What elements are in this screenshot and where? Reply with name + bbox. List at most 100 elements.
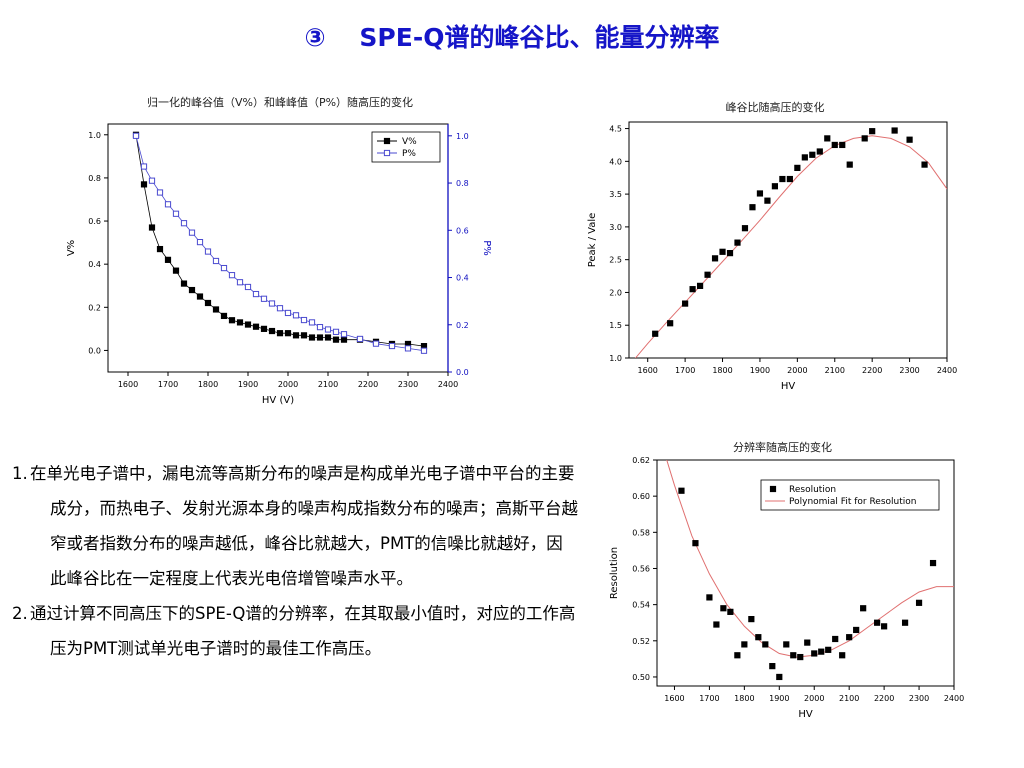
data-point bbox=[734, 652, 741, 659]
data-point bbox=[861, 135, 868, 142]
y-tick-label: 0.56 bbox=[632, 564, 650, 573]
y2-tick-label: 0.2 bbox=[456, 321, 469, 330]
data-point bbox=[748, 616, 755, 623]
data-point-v bbox=[164, 256, 172, 263]
data-point-v bbox=[308, 334, 316, 341]
data-point bbox=[692, 540, 699, 547]
legend-label-v: V% bbox=[402, 137, 417, 147]
y-tick-label: 0.2 bbox=[88, 303, 101, 312]
data-point bbox=[786, 175, 793, 183]
data-point bbox=[652, 330, 659, 337]
x-tick-label: 2400 bbox=[937, 366, 957, 375]
data-point bbox=[667, 320, 674, 327]
x-tick-label: 2400 bbox=[438, 380, 458, 389]
legend-marker-resolution bbox=[769, 485, 777, 493]
x-tick-label: 2100 bbox=[318, 380, 338, 389]
x-tick-label: 2200 bbox=[874, 694, 894, 703]
data-point bbox=[713, 621, 720, 628]
data-point bbox=[704, 271, 711, 278]
data-point bbox=[860, 605, 867, 612]
data-point bbox=[783, 641, 790, 648]
data-point-p bbox=[220, 264, 228, 272]
y-tick-label: 1.0 bbox=[88, 131, 101, 140]
legend-box bbox=[760, 479, 940, 511]
data-point-v bbox=[180, 280, 188, 287]
x-tick-label: 1600 bbox=[664, 694, 684, 703]
data-point-p bbox=[372, 340, 380, 347]
fit-curve bbox=[634, 135, 947, 358]
x-tick-label: 2200 bbox=[358, 380, 378, 389]
data-point-v bbox=[276, 330, 284, 337]
data-point-p bbox=[420, 347, 428, 354]
data-point-p bbox=[204, 248, 212, 255]
data-point bbox=[825, 646, 832, 653]
data-point-p bbox=[252, 290, 260, 298]
data-point-v bbox=[324, 334, 332, 341]
data-point bbox=[726, 250, 734, 257]
data-point bbox=[809, 151, 816, 158]
data-point bbox=[678, 487, 685, 494]
x-tick-label: 1700 bbox=[675, 366, 695, 375]
data-point bbox=[790, 652, 797, 659]
data-point bbox=[741, 641, 748, 648]
data-point-p bbox=[164, 201, 172, 208]
data-point bbox=[706, 594, 713, 601]
data-point bbox=[755, 634, 762, 641]
x-axis-label: HV bbox=[798, 709, 813, 720]
data-point bbox=[891, 127, 898, 134]
data-point-p bbox=[228, 272, 236, 279]
data-point-v bbox=[284, 330, 292, 337]
note-item: 2. 通过计算不同高压下的SPE-Q谱的分辨率，在其取最小值时，对应的工作高压为P… bbox=[12, 596, 578, 666]
y2-tick-label: 1.0 bbox=[456, 132, 469, 141]
data-point-v bbox=[204, 299, 212, 307]
data-point bbox=[816, 148, 823, 155]
y-tick-label: 0.60 bbox=[632, 492, 650, 501]
note-number: 1. bbox=[12, 464, 28, 483]
y2-tick-label: 0.4 bbox=[456, 274, 469, 283]
data-point bbox=[764, 197, 771, 204]
y2-tick-label: 0.8 bbox=[456, 179, 469, 188]
data-point bbox=[811, 650, 818, 657]
y-tick-label: 1.5 bbox=[609, 321, 622, 330]
resolution-plot: 1600 1700 1800 1900 2000 2100 2200 2300 2400 0.50… bbox=[609, 456, 964, 720]
data-point-p bbox=[292, 312, 300, 319]
data-point bbox=[915, 599, 923, 606]
y-tick-label: 0.58 bbox=[632, 528, 650, 537]
data-point bbox=[874, 619, 881, 626]
data-point bbox=[794, 164, 801, 171]
data-point-p bbox=[300, 316, 308, 324]
y-axis-label: V% bbox=[66, 240, 77, 256]
data-point-v bbox=[148, 224, 156, 231]
data-point-p bbox=[244, 283, 252, 291]
data-point-p bbox=[404, 345, 412, 352]
data-point-v bbox=[268, 327, 276, 335]
data-point-v bbox=[260, 325, 268, 332]
y2-axis-label: P% bbox=[481, 240, 492, 256]
data-point bbox=[801, 154, 808, 161]
x-tick-label: 1800 bbox=[712, 366, 732, 375]
y-tick-label: 0.50 bbox=[632, 673, 650, 682]
data-point bbox=[696, 282, 704, 289]
note-text: 通过计算不同高压下的SPE-Q谱的分辨率，在其取最小值时，对应的工作高压为PMT… bbox=[30, 604, 576, 658]
x-tick-label: 1800 bbox=[734, 694, 754, 703]
data-point-p bbox=[260, 295, 268, 302]
y-tick-label: 0.52 bbox=[632, 637, 650, 646]
data-point bbox=[804, 639, 811, 646]
y-axis-label: Peak / Vale bbox=[587, 213, 598, 268]
legend-label-p: P% bbox=[402, 149, 416, 159]
data-point-p bbox=[284, 309, 292, 317]
data-point-p bbox=[236, 279, 244, 286]
slide-title: ③ SPE-Q谱的峰谷比、能量分辨率 bbox=[304, 23, 720, 52]
data-point-v bbox=[172, 267, 180, 274]
legend-label-resolution: Resolution bbox=[789, 485, 836, 495]
data-point-p bbox=[340, 331, 348, 338]
data-point bbox=[824, 135, 831, 142]
y-tick-label: 0.8 bbox=[88, 174, 101, 183]
data-point-p bbox=[356, 335, 364, 343]
data-point-p bbox=[308, 319, 316, 326]
data-point bbox=[906, 136, 913, 143]
y-tick-label: 0.6 bbox=[88, 217, 101, 226]
data-point bbox=[839, 652, 846, 659]
x-tick-label: 1700 bbox=[158, 380, 178, 389]
data-point-v bbox=[228, 317, 236, 324]
